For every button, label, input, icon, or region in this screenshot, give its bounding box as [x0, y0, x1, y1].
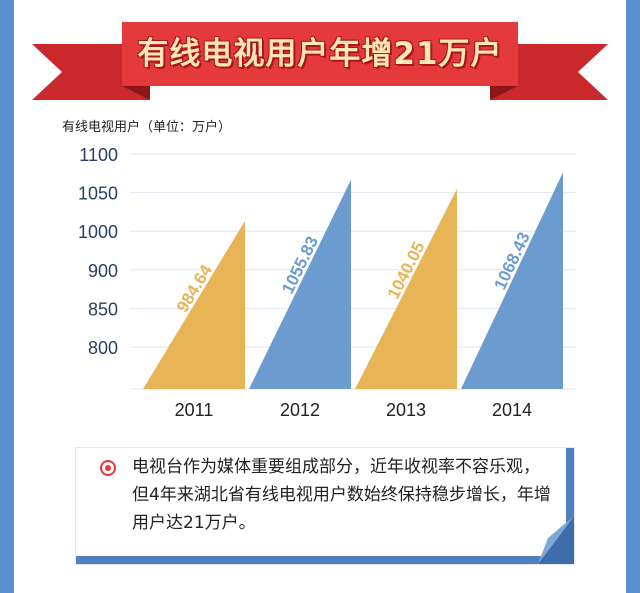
bar-2011 [143, 220, 245, 389]
frame-right-border [626, 0, 640, 593]
x-tick-label-2014: 2014 [492, 400, 532, 420]
banner-tail-left [32, 44, 150, 100]
y-axis-unit-label: 有线电视用户（单位：万户） [62, 120, 232, 135]
x-tick-label-2011: 2011 [175, 400, 214, 420]
y-tick-label: 1100 [79, 145, 118, 165]
banner-tail-right [490, 44, 608, 100]
x-tick-label-2012: 2012 [280, 400, 320, 420]
y-tick-label: 850 [88, 299, 118, 319]
bar-2014 [461, 172, 563, 389]
bars [143, 172, 563, 389]
x-tick-label-2013: 2013 [386, 400, 426, 420]
y-tick-label: 900 [88, 261, 118, 281]
note-box [76, 448, 574, 564]
y-tick-label: 800 [88, 338, 118, 358]
target-bullet-icon [100, 460, 116, 476]
title-banner [32, 22, 608, 100]
x-axis-ticks: 2011 2012 2013 2014 [175, 400, 532, 420]
banner-fold-left [122, 86, 150, 100]
banner-fold-right [490, 86, 518, 100]
y-axis-ticks: 1100 1050 1000 900 850 800 [78, 145, 118, 358]
note-right-bar [566, 448, 574, 564]
frame-left-border [0, 0, 14, 593]
note-text: 电视台作为媒体重要组成部分，近年收视率不容乐观，但4年来湖北省有线电视用户数始终… [132, 457, 551, 533]
banner-title: 有线电视用户年增21万户 [137, 36, 503, 72]
note-page-curl [538, 516, 574, 564]
note-bottom-bar [76, 556, 574, 564]
y-tick-label: 1050 [78, 184, 118, 204]
banner-main [122, 22, 518, 86]
y-tick-label: 1000 [78, 222, 118, 242]
bar-2012 [249, 179, 351, 389]
bar-2013 [355, 188, 457, 389]
